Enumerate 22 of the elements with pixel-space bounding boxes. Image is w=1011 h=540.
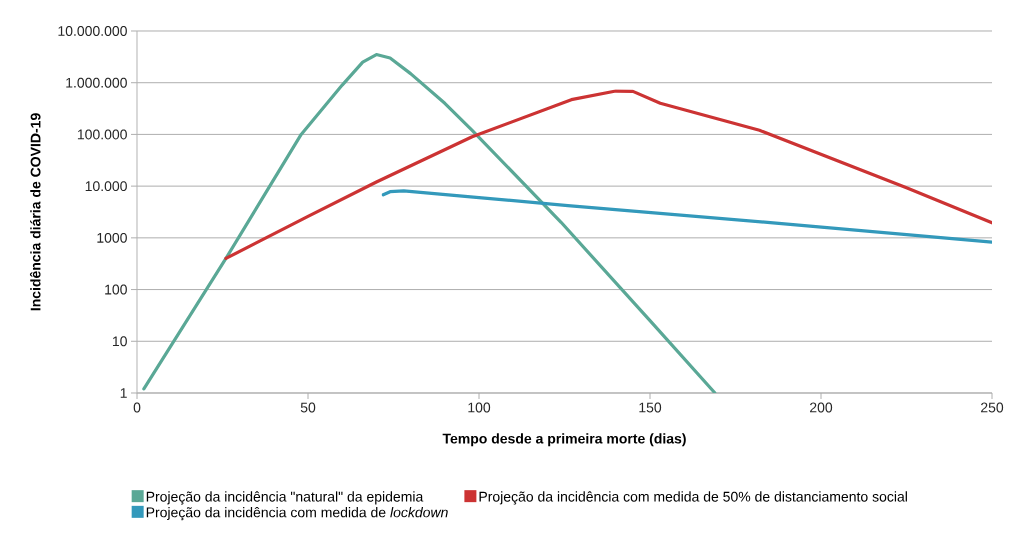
legend-label: Projeção da incidência com medida de lockdown bbox=[146, 506, 448, 521]
x-tick-label: 250 bbox=[981, 402, 1004, 413]
y-tick-label: 100.000 bbox=[77, 129, 127, 140]
y-tick-label: 100 bbox=[105, 284, 127, 295]
line-series bbox=[381, 189, 992, 244]
line-series bbox=[142, 52, 717, 393]
y-axis-title: Incidência diária de COVID-19 bbox=[29, 113, 41, 311]
y-tick-label: 1 bbox=[120, 388, 127, 398]
line-series bbox=[224, 89, 992, 261]
x-tick-label: 150 bbox=[639, 402, 662, 413]
y-tick-label: 10.000 bbox=[85, 181, 127, 192]
y-tick-label: 1000 bbox=[97, 232, 127, 243]
x-tick-label: 200 bbox=[810, 402, 833, 413]
x-tick-label: 50 bbox=[300, 402, 316, 413]
x-tick-label: 100 bbox=[468, 402, 491, 413]
x-tick-label: 0 bbox=[133, 402, 141, 413]
y-tick-label: 10.000.000 bbox=[58, 26, 127, 36]
y-tick-label: 1.000.000 bbox=[66, 77, 127, 88]
legend-label: Projeção da incidência "natural" da epidemia bbox=[146, 491, 424, 505]
x-axis-title: Tempo desde a primeira morte (dias) bbox=[442, 433, 686, 447]
y-tick-label: 10 bbox=[112, 336, 127, 347]
legend-label: Projeção da incidência com medida de 50% de distanciamento social bbox=[479, 491, 907, 505]
